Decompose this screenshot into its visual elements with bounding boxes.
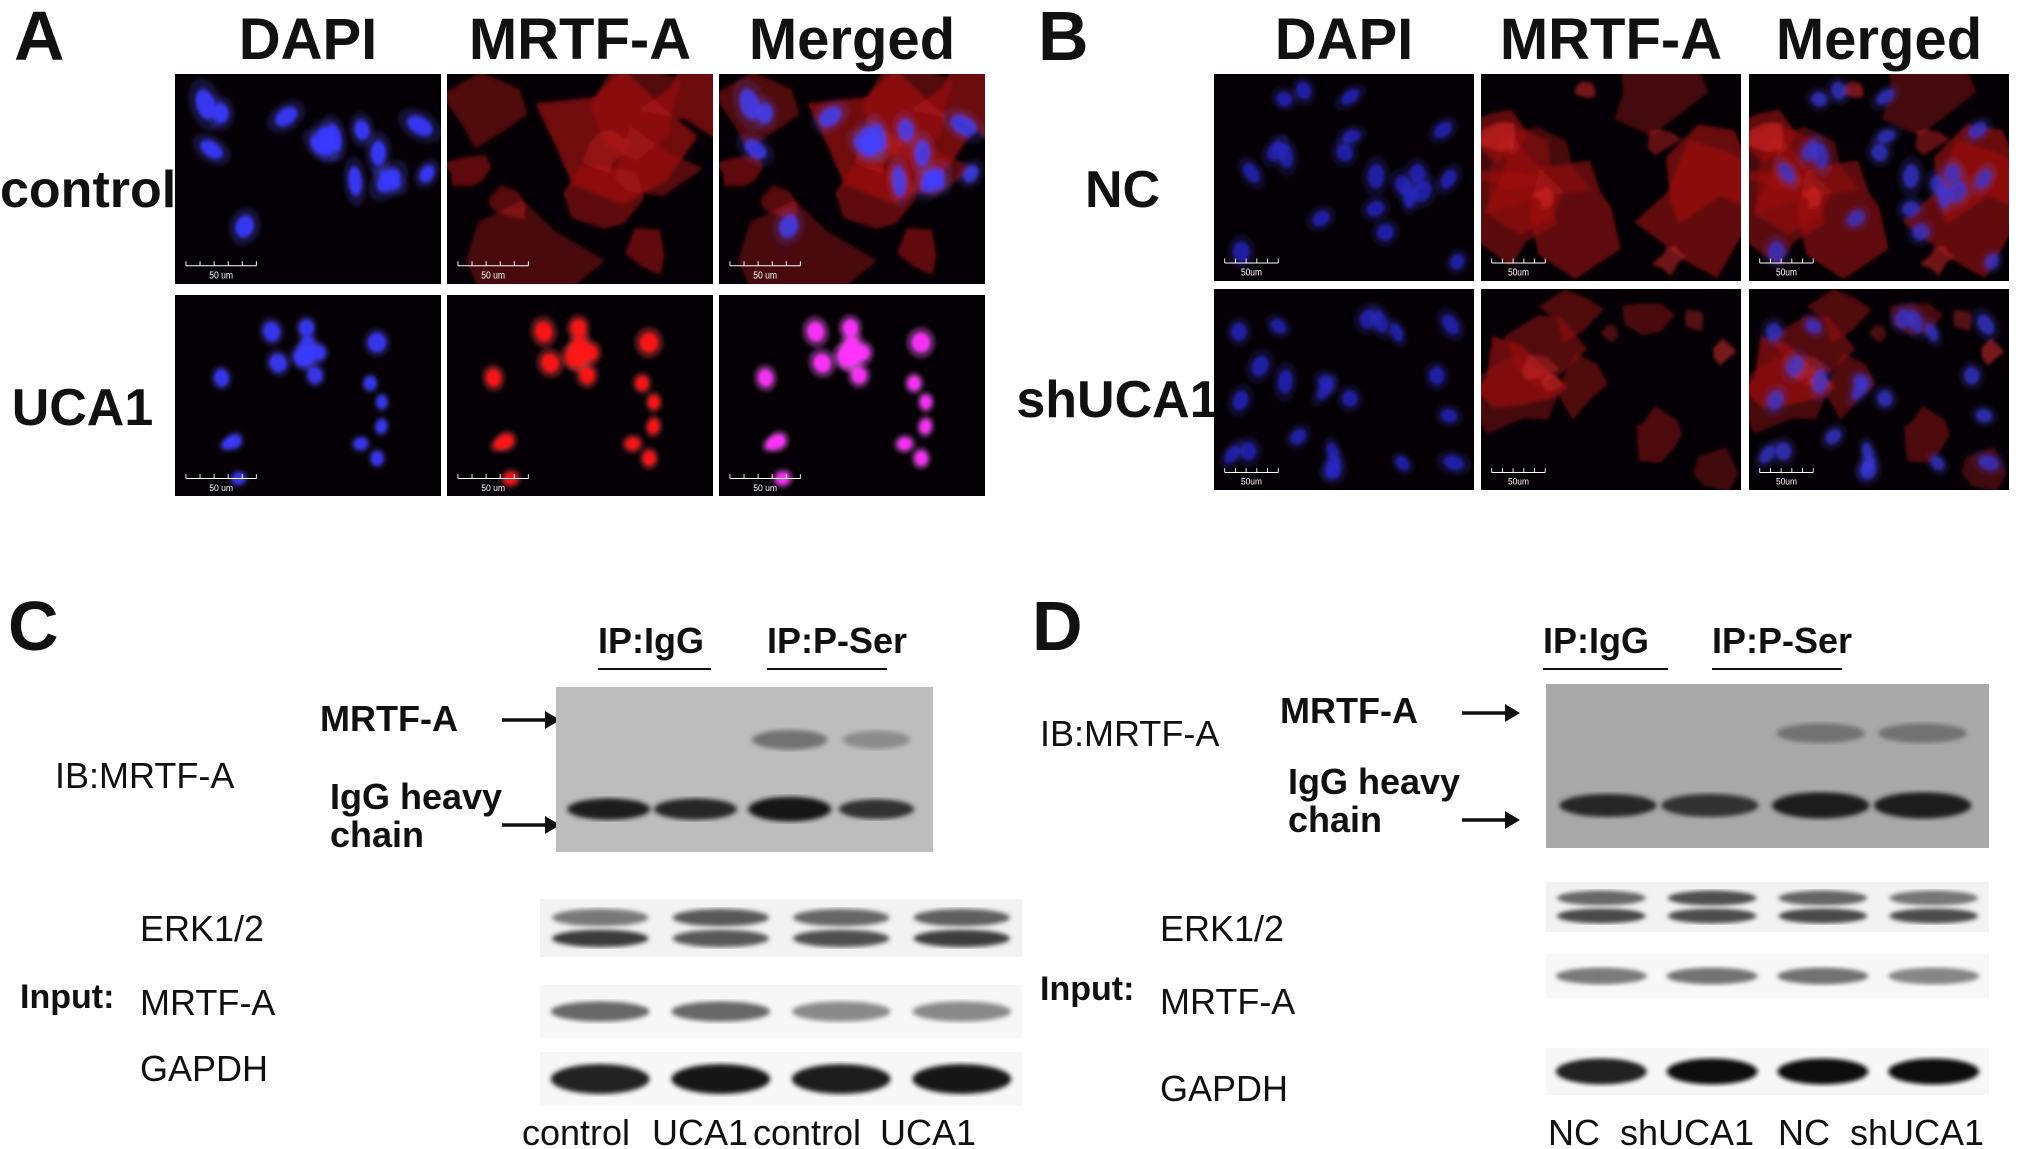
svg-text:50 um: 50 um xyxy=(481,270,505,281)
svg-text:50um: 50um xyxy=(1508,267,1529,278)
svg-text:50 um: 50 um xyxy=(753,482,777,493)
svg-text:50um: 50um xyxy=(1776,476,1797,487)
svg-text:50 um: 50 um xyxy=(209,482,233,493)
svg-text:50um: 50um xyxy=(1241,267,1262,278)
svg-text:50 um: 50 um xyxy=(753,270,777,281)
svg-text:50um: 50um xyxy=(1241,476,1262,487)
svg-text:50um: 50um xyxy=(1508,476,1529,487)
svg-text:50 um: 50 um xyxy=(209,270,233,281)
svg-text:50 um: 50 um xyxy=(481,482,505,493)
svg-text:50um: 50um xyxy=(1776,267,1797,278)
